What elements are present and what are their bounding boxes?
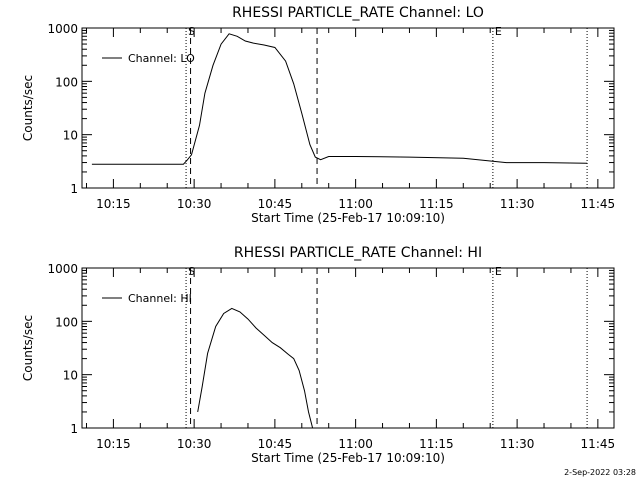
x-tick-label: 10:30: [177, 197, 212, 211]
panel-lo: RHESSI PARTICLE_RATE Channel: LO 10:15 10:…: [21, 5, 615, 225]
x-tick-label: 11:30: [500, 197, 535, 211]
x-tick-label: 11:15: [419, 197, 454, 211]
y-tick-label: 1: [70, 182, 78, 196]
marker-label: S: [188, 25, 195, 38]
x-tick-label: 10:30: [177, 437, 212, 451]
marker-label: E: [495, 25, 502, 38]
chart-title: RHESSI PARTICLE_RATE Channel: LO: [232, 5, 484, 21]
y-tick-label: 1: [70, 422, 78, 436]
x-tick-label: 11:45: [581, 437, 616, 451]
x-axis-label: Start Time (25-Feb-17 10:09:10): [251, 211, 445, 225]
panel-hi: RHESSI PARTICLE_RATE Channel: HI 10:15 10:…: [21, 245, 615, 465]
series-line: [91, 33, 588, 165]
y-tick-label: 10: [63, 129, 78, 143]
x-tick-label: 10:15: [96, 437, 131, 451]
legend-label: Channel: LO: [128, 52, 195, 65]
plot-frame: [81, 267, 615, 429]
x-tick-label: 11:45: [581, 197, 616, 211]
chart-title: RHESSI PARTICLE_RATE Channel: HI: [234, 245, 482, 261]
y-axis-label: Counts/sec: [21, 315, 35, 381]
series-line: [197, 307, 314, 429]
footer-timestamp: 2-Sep-2022 03:28: [564, 468, 636, 477]
x-tick-label: 11:00: [338, 197, 373, 211]
x-tick-label: 11:15: [419, 437, 454, 451]
legend-label: Channel: HI: [128, 292, 192, 305]
y-tick-label: 100: [55, 315, 78, 329]
marker-label: E: [495, 265, 502, 278]
x-tick-label: 11:30: [500, 437, 535, 451]
y-tick-label: 10: [63, 369, 78, 383]
y-tick-label: 100: [55, 75, 78, 89]
x-tick-label: 10:45: [258, 437, 293, 451]
marker-label: S: [188, 265, 195, 278]
y-tick-label: 1000: [47, 22, 78, 36]
y-tick-label: 1000: [47, 262, 78, 276]
x-tick-label: 10:15: [96, 197, 131, 211]
x-axis-label: Start Time (25-Feb-17 10:09:10): [251, 451, 445, 465]
x-tick-label: 10:45: [258, 197, 293, 211]
plot-frame: [81, 27, 615, 189]
y-axis-label: Counts/sec: [21, 75, 35, 141]
x-tick-label: 11:00: [338, 437, 373, 451]
